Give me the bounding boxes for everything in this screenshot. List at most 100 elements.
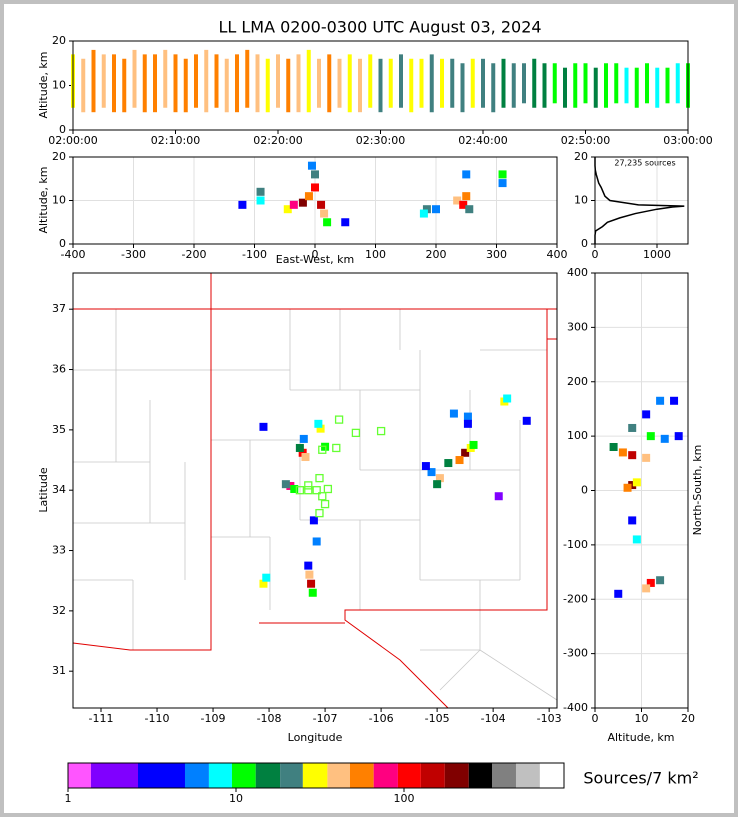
y-tick-label: -400 [563,701,588,714]
annotation: 27,235 sources [614,159,675,168]
x-tick-label: 0 [312,248,319,261]
source-density [462,170,471,179]
source-density [498,170,507,179]
x-tick-label: 200 [426,248,447,261]
x-tick-label: -110 [145,712,170,725]
axes-frame [594,272,689,709]
x-tick-label: -106 [369,712,394,725]
x-tick-label: 02:30:00 [356,134,405,147]
axes-frame [67,762,565,789]
x-tick-label: 400 [547,248,568,261]
y-axis-label: Altitude, km [37,51,50,118]
x-tick-label: 300 [486,248,507,261]
source-density [298,198,307,207]
source-density [462,192,471,201]
source-density [628,481,637,490]
source-density [307,161,316,170]
y-tick-label: 0 [581,237,588,250]
colorbar-segment [397,763,421,788]
y-tick-label: 37 [52,302,66,315]
source-density [256,187,265,196]
x-tick-label: -108 [257,712,282,725]
source-density [311,183,319,192]
source-density [341,218,350,227]
source-density [314,419,323,428]
x-tick-label: 02:40:00 [458,134,507,147]
y-tick-label: 20 [52,34,66,47]
station [295,486,305,495]
source-density [656,396,665,405]
source-density [646,578,655,587]
source-density [453,196,462,205]
y-axis-label: Latitude [37,467,50,513]
colorbar-segment [90,763,138,788]
station [351,428,361,438]
x-tick-label: 10 [635,712,649,725]
x-tick-label: 02:00:00 [48,134,97,147]
y-tick-label: 300 [567,320,588,333]
source-density [301,453,310,462]
x-tick-label: -105 [425,712,450,725]
colorbar-segment [515,763,540,788]
source-density [256,196,265,205]
y-tick-label: 100 [567,429,588,442]
colorbar-segment [184,763,209,788]
x-tick-label: -300 [121,248,146,261]
colorbar-segment [137,763,185,788]
colorbar-segment [420,763,445,788]
source-density [463,412,472,421]
station [318,445,327,454]
source-density [444,459,453,468]
source-density [289,200,298,209]
source-density [459,200,468,209]
colorbar-segment [491,763,516,788]
source-density [259,579,268,588]
y-axis-label: Altitude, km [37,166,50,233]
source-density [311,170,319,179]
source-density [432,205,440,214]
y-axis-label: North-South, km [691,445,704,536]
source-density [320,209,329,218]
x-tick-label: 02:10:00 [151,134,200,147]
x-tick-label: 10 [229,792,243,805]
colorbar-segment [231,763,256,788]
source-density [463,419,472,428]
y-tick-label: 31 [52,664,66,677]
y-tick-label: 0 [59,123,66,136]
y-tick-label: -200 [563,592,588,605]
x-tick-label: -100 [242,248,267,261]
source-density [435,474,444,483]
x-tick-label: 02:50:00 [561,134,610,147]
x-tick-label: -111 [89,712,114,725]
y-tick-label: 10 [52,79,66,92]
source-density [503,394,512,403]
source-density [281,480,290,489]
station [315,473,324,483]
source-density [323,218,332,227]
x-tick-label: 1000 [643,248,671,261]
y-tick-label: 10 [574,194,588,207]
colorbar-segment [280,763,303,788]
colorbar-segment [373,763,398,788]
source-density [628,516,637,525]
y-tick-label: 0 [581,484,588,497]
y-tick-label: 33 [52,544,66,557]
source-density [609,443,618,451]
source-density [498,179,507,188]
colorbar-segment [255,763,281,788]
x-axis-label: Longitude [288,731,343,744]
source-density [632,478,641,487]
station [315,508,324,518]
x-tick-label: -104 [481,712,506,725]
source-density [238,200,247,209]
source-density [646,432,655,441]
axes-frame [72,40,689,131]
axes-frame [72,156,558,245]
source-density [298,448,307,457]
source-density [522,416,531,425]
colorbar-segment [327,763,350,788]
station [332,443,341,453]
x-axis-label: East-West, km [276,253,354,266]
y-tick-label: 34 [52,483,66,496]
